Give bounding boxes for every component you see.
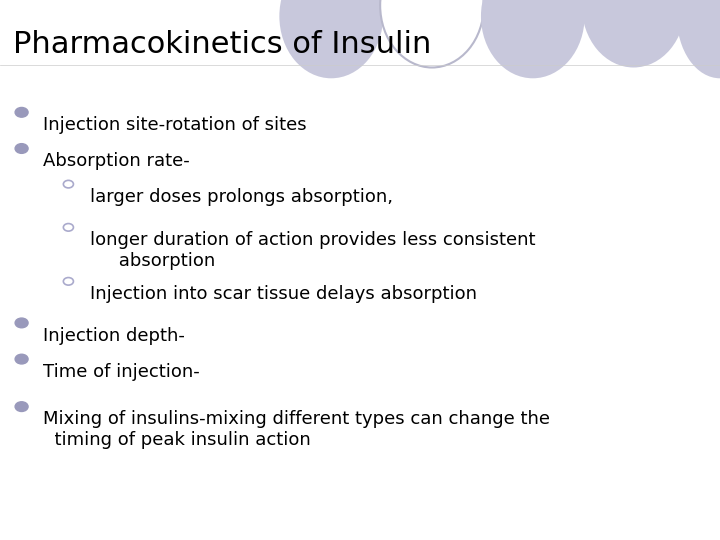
Text: Injection into scar tissue delays absorption: Injection into scar tissue delays absorp… [90, 285, 477, 303]
Circle shape [63, 180, 73, 188]
Circle shape [15, 144, 28, 153]
Circle shape [15, 354, 28, 364]
Circle shape [15, 107, 28, 117]
Text: Injection site-rotation of sites: Injection site-rotation of sites [43, 116, 307, 134]
Circle shape [63, 278, 73, 285]
Ellipse shape [279, 0, 383, 78]
Ellipse shape [481, 0, 585, 78]
Text: Pharmacokinetics of Insulin: Pharmacokinetics of Insulin [13, 30, 431, 59]
Ellipse shape [380, 0, 484, 68]
Ellipse shape [582, 0, 685, 68]
Text: longer duration of action provides less consistent
     absorption: longer duration of action provides less … [90, 231, 536, 270]
Text: Injection depth-: Injection depth- [43, 327, 185, 345]
Text: Time of injection-: Time of injection- [43, 363, 200, 381]
Circle shape [15, 402, 28, 411]
Ellipse shape [677, 0, 720, 78]
Text: larger doses prolongs absorption,: larger doses prolongs absorption, [90, 188, 393, 206]
Text: Absorption rate-: Absorption rate- [43, 152, 190, 170]
Circle shape [63, 224, 73, 231]
Circle shape [15, 318, 28, 328]
Text: Mixing of insulins-mixing different types can change the
  timing of peak insuli: Mixing of insulins-mixing different type… [43, 410, 550, 449]
